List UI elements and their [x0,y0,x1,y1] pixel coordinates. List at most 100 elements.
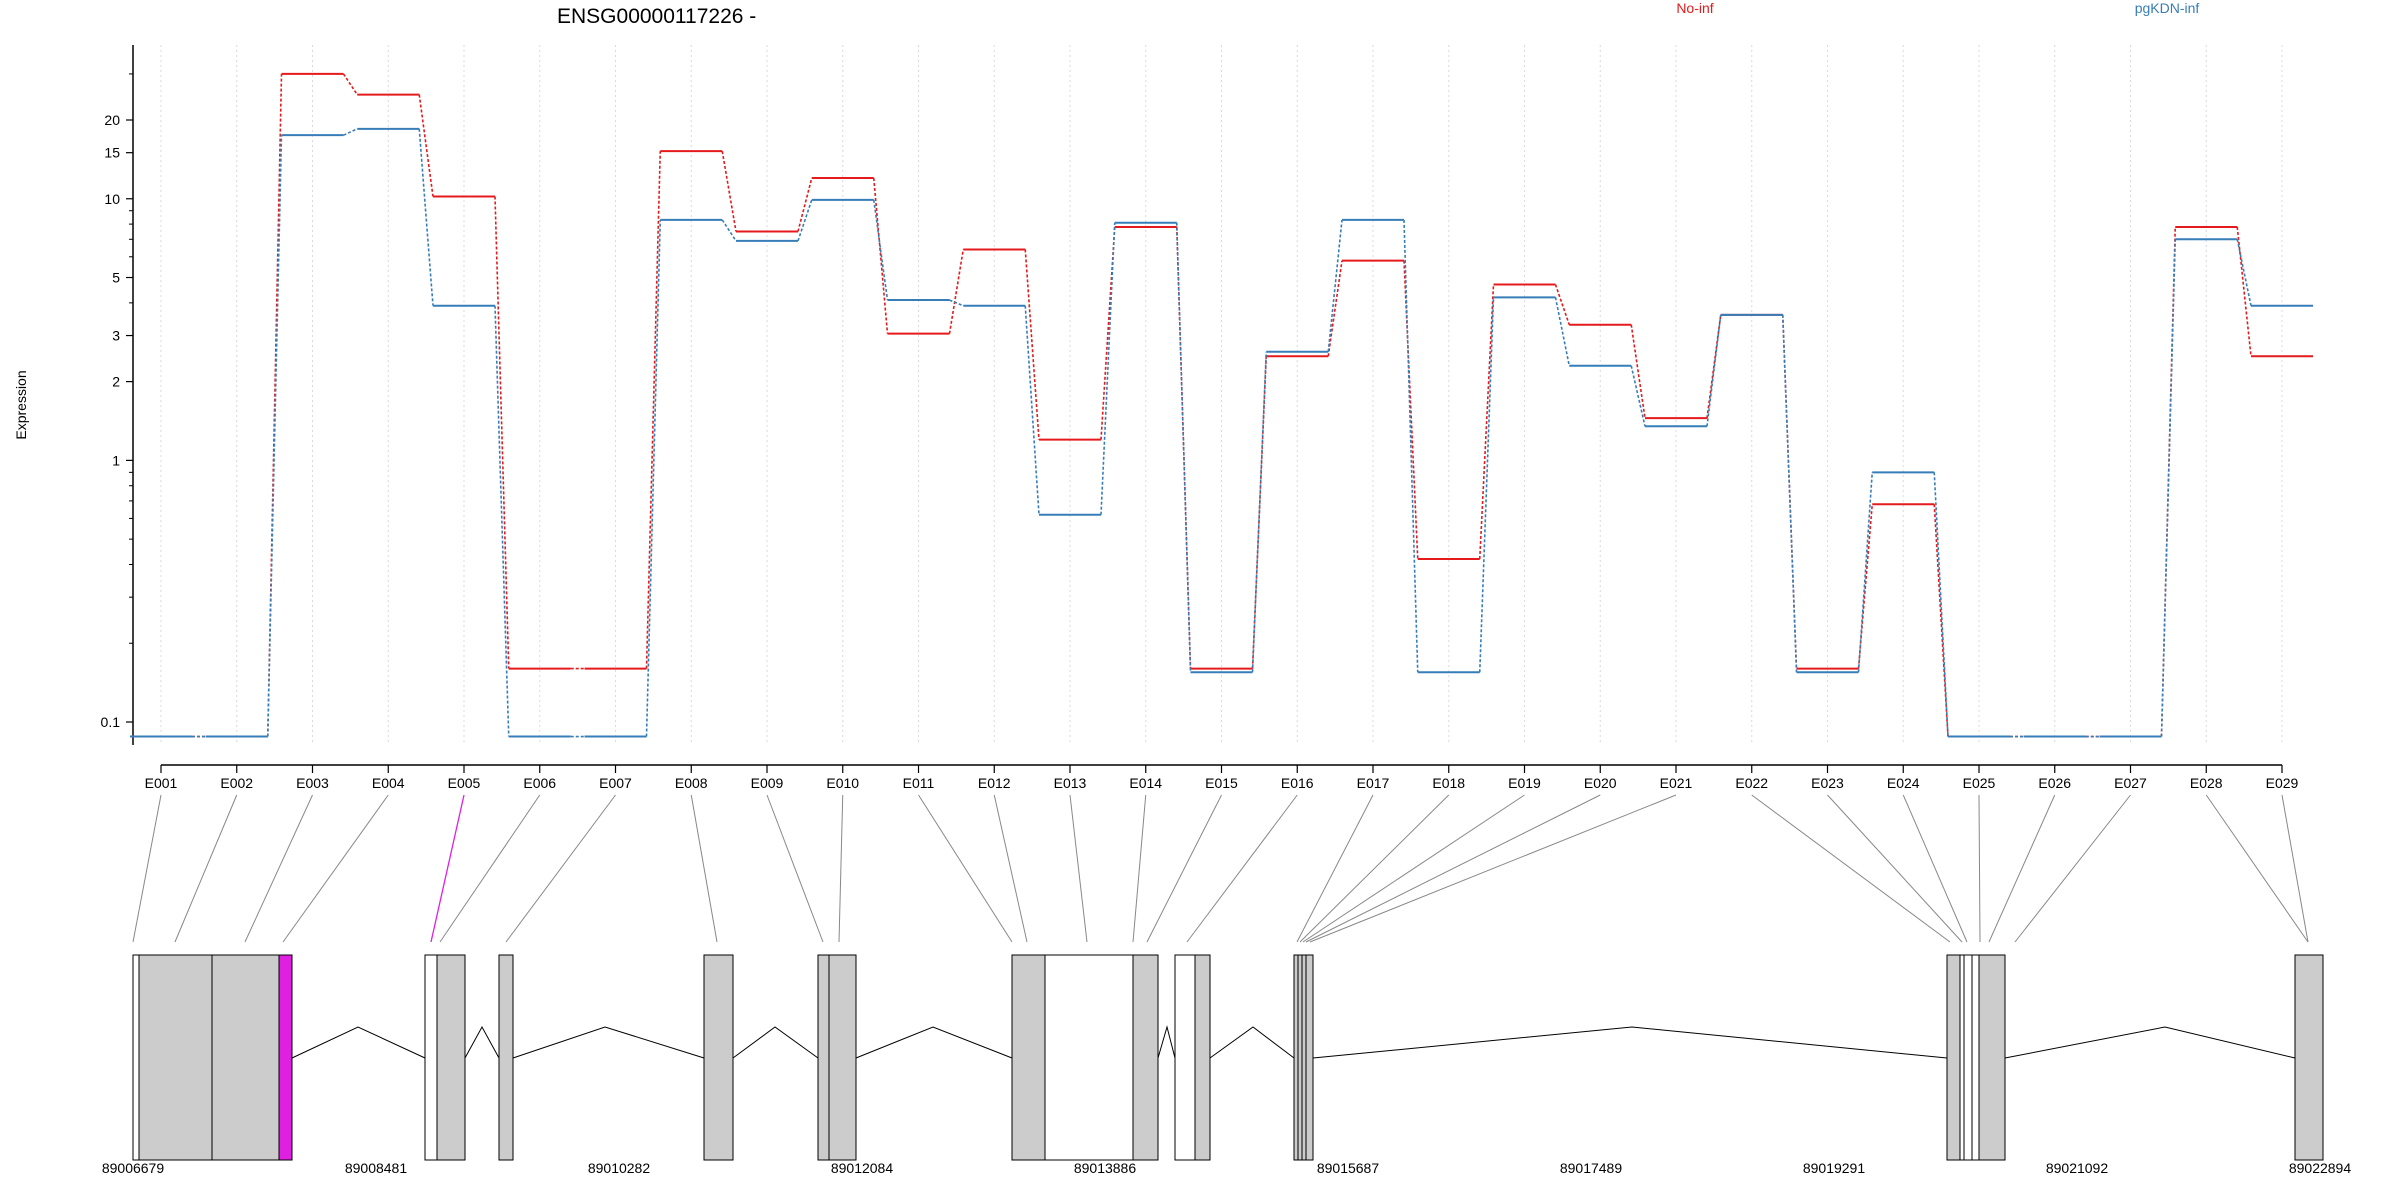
intron-line [1312,1026,1948,1059]
series-1-link-E028 [2236,239,2252,306]
series-1-link-E020 [1630,365,1646,427]
series-0-link-E011 [948,249,965,334]
x-tick-label-E011: E011 [903,775,935,791]
series-1-link-E007 [645,219,662,737]
intron-line [2004,1026,2296,1059]
series-0-link-E019 [1554,284,1571,325]
exon-box [2294,954,2324,1161]
series-0-link-E008 [721,151,737,232]
x-tick-label-E026: E026 [2038,775,2071,791]
series-1-link-E018 [1478,297,1495,673]
exon-box [132,954,140,1161]
x-tick-label-E008: E008 [675,775,708,791]
series-layer [130,72,2313,738]
series-1-link-E009 [797,199,813,242]
x-tick-label-E021: E021 [1660,775,1693,791]
y-tick-label: 10 [104,191,120,207]
connector-E018 [1299,794,1450,943]
connector-E005 [430,794,465,943]
genomic-coordinate-label: 89010282 [588,1160,651,1176]
series-1-link-E014 [1175,222,1192,673]
connector-E013 [1069,794,1088,943]
x-tick-label-E020: E020 [1584,775,1617,791]
legend-entry-pgkdn-inf: pgKDN-inf [2135,0,2200,16]
x-tick-label-E013: E013 [1054,775,1087,791]
connector-E003 [244,794,313,943]
y-axis-label: Expression [13,370,29,439]
connector-E014 [1132,794,1147,943]
x-tick-label-E009: E009 [751,775,784,791]
connector-E009 [766,794,824,943]
x-tick-label-E006: E006 [523,775,556,791]
connector-E016 [1186,794,1298,943]
exon-box [436,954,466,1161]
series-0-link-E009 [797,177,813,232]
x-tick-label-E005: E005 [448,775,481,791]
x-tick-label-E022: E022 [1735,775,1768,791]
x-tick-label-E015: E015 [1205,775,1238,791]
series-pgKDN-inf [130,127,2313,738]
x-tick-label-E007: E007 [599,775,632,791]
exon-box [1305,954,1314,1161]
intron-line [1157,1025,1176,1059]
genomic-coordinate-label: 89015687 [1317,1160,1380,1176]
exon-box [1946,954,1961,1161]
chart-title: ENSG00000117226 - [557,5,756,28]
exon-box [138,954,213,1161]
x-tick-label-E016: E016 [1281,775,1314,791]
y-tick-label: 5 [112,270,120,286]
series-0-link-E024 [1933,504,1949,737]
x-tick-label-E029: E029 [2266,775,2299,791]
x-tick-label-E017: E017 [1357,775,1390,791]
x-tick-label-E001: E001 [145,775,178,791]
x-tick-label-E024: E024 [1887,775,1920,791]
series-0-link-E003 [342,73,358,96]
series-1-link-E023 [1857,472,1874,673]
x-tick-label-E018: E018 [1432,775,1465,791]
genomic-coordinate-label: 89013886 [1074,1160,1137,1176]
exon-box [1297,954,1303,1161]
series-0-link-E028 [2236,226,2252,357]
exon-box [278,954,293,1161]
x-ticks: E001 E002 E003 E004 E005 E006 E007 E008 E009 E010… [145,765,2299,791]
connector-E020 [1305,794,1601,943]
exon-box [498,954,514,1161]
exon-box [828,954,857,1161]
x-tick-label-E002: E002 [220,775,253,791]
connector-E028 [2205,794,2309,943]
x-tick-label-E027: E027 [2114,775,2147,791]
connector-E023 [1827,794,1963,943]
axes-layer [132,45,2282,766]
intron-line [512,1026,705,1059]
series-1-link-E004 [418,128,434,306]
series-0-link-E016 [1327,260,1343,357]
series-0-link-E012 [1024,249,1040,440]
series-1-link-E005 [494,305,510,737]
connector-E008 [690,794,718,943]
connector-E021 [1309,794,1677,943]
y-tick-label: 0.1 [101,714,121,730]
connector-E024 [1902,794,1968,943]
exon-box [1044,954,1134,1161]
series-1-link-E021 [1706,314,1722,427]
connector-E015 [1146,794,1222,943]
exon-box [1174,954,1196,1161]
exon-box [1293,954,1299,1161]
exon-box [1959,954,1965,1161]
x-tick-label-E014: E014 [1129,775,1162,791]
series-1-link-E015 [1251,351,1268,673]
exon-box [1194,954,1211,1161]
exon-box [424,954,438,1161]
y-tick-label: 2 [112,374,120,390]
series-1-link-E013 [1100,222,1116,515]
x-tick-label-E004: E004 [372,775,405,791]
series-1-link-E019 [1554,297,1571,366]
exon-box [211,954,280,1161]
connector-E002 [174,794,238,943]
series-1-link-E027 [2160,239,2177,737]
series-0-link-E005 [494,196,510,669]
x-tick-label-E028: E028 [2190,775,2223,791]
gene-model [132,954,2324,1161]
x-tick-label-E019: E019 [1508,775,1541,791]
y-tick-label: 20 [104,112,120,128]
